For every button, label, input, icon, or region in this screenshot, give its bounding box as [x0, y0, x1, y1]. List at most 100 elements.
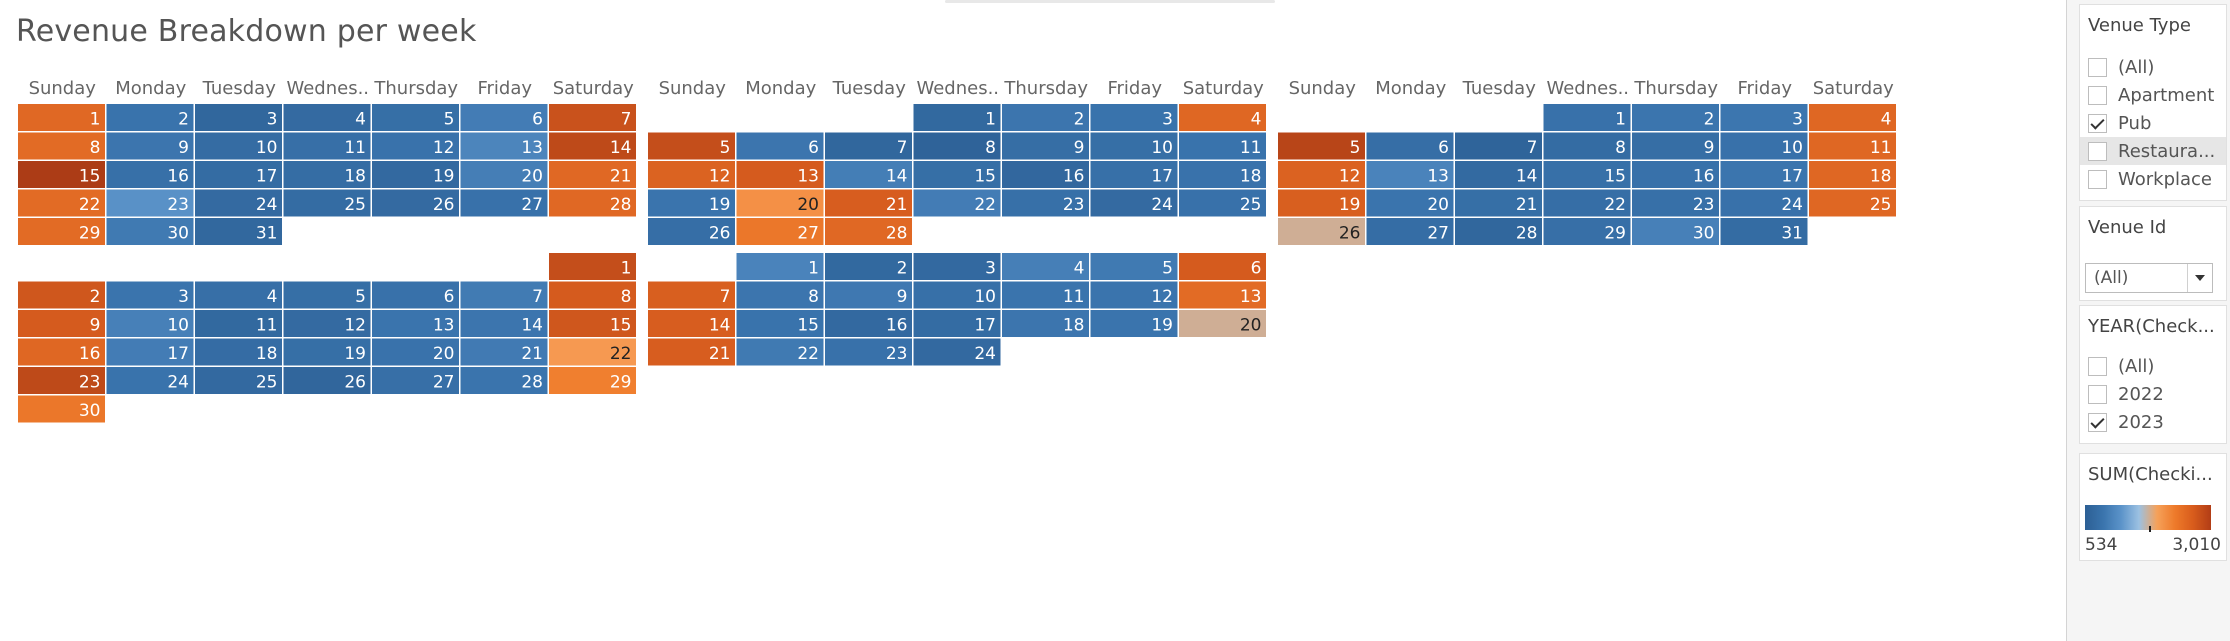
checkbox-icon[interactable] [2088, 356, 2107, 376]
day-cell [1366, 132, 1454, 160]
day-label: 12 [1339, 167, 1361, 187]
checkbox-icon[interactable] [2088, 141, 2107, 161]
day-label: 3 [1792, 110, 1803, 130]
day-cell [1366, 161, 1454, 188]
day-cell [18, 395, 105, 423]
venue-type-option-workplace[interactable]: Workplace [2080, 165, 2226, 193]
day-cell [460, 367, 548, 394]
checkbox-icon[interactable] [2088, 384, 2107, 404]
legend-max-label: 3,010 [2172, 535, 2221, 555]
day-label: 23 [167, 195, 189, 215]
weekday-header: Sunday [29, 78, 97, 99]
day-label: 15 [1604, 167, 1626, 187]
day-cell [1002, 281, 1089, 309]
checkbox-icon[interactable] [2088, 85, 2107, 105]
day-label: 16 [1693, 167, 1715, 187]
day-cell [283, 281, 371, 309]
day-label: 8 [808, 287, 819, 307]
day-label: 28 [610, 195, 632, 215]
day-cell [1179, 104, 1266, 131]
day-cell [1090, 189, 1178, 217]
day-cell [1720, 161, 1808, 188]
day-label: 30 [79, 401, 101, 421]
day-cell [195, 104, 282, 131]
day-label: 27 [433, 373, 455, 393]
day-cell [195, 367, 282, 394]
weekday-header: Tuesday [202, 78, 277, 99]
day-cell [18, 132, 105, 160]
day-cell [1455, 189, 1542, 217]
day-label: 17 [167, 344, 189, 364]
day-cell [372, 310, 459, 337]
option-label: Apartment [2118, 84, 2215, 106]
day-label: 12 [433, 138, 455, 158]
day-cell [460, 310, 548, 337]
year-option-2023[interactable]: 2023 [2080, 408, 2226, 436]
day-label: 23 [1693, 195, 1715, 215]
day-label: 15 [610, 316, 632, 336]
venue-id-filter: Venue Id (All) [2079, 206, 2227, 301]
checkbox-icon[interactable] [2088, 113, 2107, 133]
day-cell [1179, 281, 1266, 309]
day-cell [549, 104, 636, 131]
checkbox-icon[interactable] [2088, 169, 2107, 189]
day-cell [460, 189, 548, 217]
day-cell [1090, 281, 1178, 309]
day-label: 23 [886, 344, 908, 364]
day-cell [825, 338, 912, 366]
day-cell [549, 132, 636, 160]
day-cell [1179, 253, 1266, 280]
venue-type-option-pub[interactable]: Pub [2080, 109, 2226, 137]
day-cell [106, 189, 194, 217]
day-cell [1809, 104, 1896, 131]
day-label: 6 [532, 110, 543, 130]
day-label: 11 [1870, 138, 1892, 158]
venue-id-title: Venue Id [2088, 217, 2167, 238]
venue-type-option-all[interactable]: (All) [2080, 53, 2226, 81]
day-cell [106, 104, 194, 131]
day-label: 10 [1781, 138, 1803, 158]
day-label: 18 [1063, 316, 1085, 336]
day-label: 1 [1615, 110, 1626, 130]
day-cell [1278, 161, 1365, 188]
legend-min-label: 534 [2085, 535, 2118, 555]
day-cell [1002, 104, 1089, 131]
day-label: 31 [256, 224, 278, 244]
day-label: 17 [974, 316, 996, 336]
day-cell [825, 218, 912, 245]
day-cell [1366, 189, 1454, 217]
day-label: 7 [897, 138, 908, 158]
venue-id-dropdown[interactable]: (All) [2085, 263, 2213, 293]
checkbox-icon[interactable] [2088, 412, 2107, 432]
day-cell [648, 310, 735, 337]
day-cell [825, 132, 912, 160]
day-cell [736, 281, 824, 309]
year-option-2022[interactable]: 2022 [2080, 380, 2226, 408]
weekday-header: Friday [1107, 78, 1162, 99]
day-label: 19 [709, 195, 731, 215]
day-cell [825, 253, 912, 280]
day-cell [549, 338, 636, 366]
venue-type-option-restaurant[interactable]: Restaura... [2080, 137, 2226, 165]
day-cell [1002, 161, 1089, 188]
day-cell [648, 218, 735, 245]
day-cell [1632, 218, 1719, 245]
year-option-all[interactable]: (All) [2080, 352, 2226, 380]
venue-type-option-apartment[interactable]: Apartment [2080, 81, 2226, 109]
weekday-header: Wednes.. [286, 78, 369, 99]
day-label: 4 [267, 287, 278, 307]
day-cell [18, 338, 105, 366]
day-cell [372, 338, 459, 366]
day-label: 28 [1516, 224, 1538, 244]
day-cell [648, 161, 735, 188]
day-label: 10 [167, 316, 189, 336]
day-label: 6 [444, 287, 455, 307]
day-cell [283, 338, 371, 366]
checkbox-icon[interactable] [2088, 57, 2107, 77]
day-cell [1720, 104, 1808, 131]
day-label: 6 [808, 138, 819, 158]
day-label: 2 [178, 110, 189, 130]
day-label: 6 [1438, 138, 1449, 158]
chevron-down-icon[interactable] [2187, 264, 2212, 292]
day-label: 6 [1251, 259, 1262, 279]
